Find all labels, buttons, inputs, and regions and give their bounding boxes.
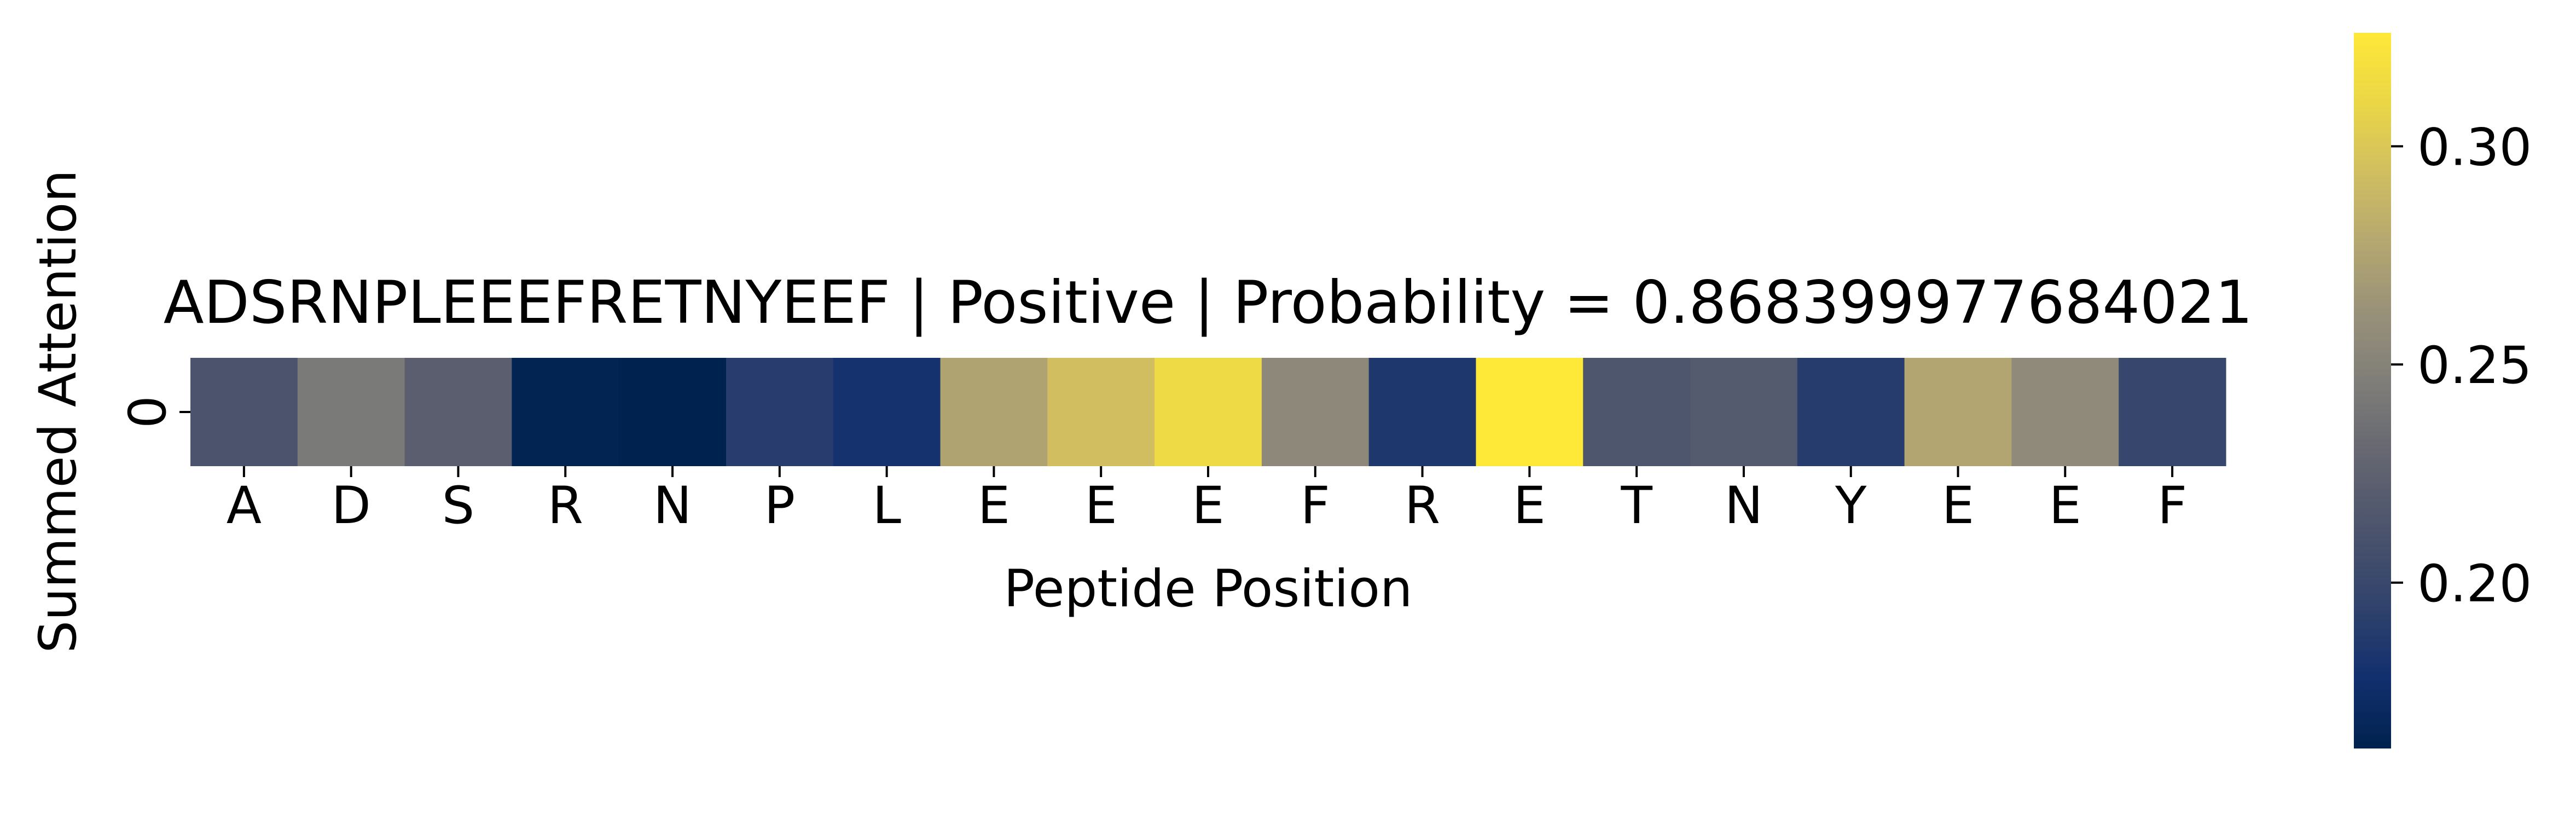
heatmap-cell [404, 358, 512, 466]
heatmap-cell [1368, 358, 1477, 466]
x-tick-label: E [978, 476, 1010, 536]
x-tick-label: S [442, 476, 475, 536]
colorbar [2354, 33, 2391, 748]
x-tick-label: E [1085, 476, 1117, 536]
heatmap-cell [1261, 358, 1370, 466]
x-tick-label: F [2157, 476, 2187, 536]
colorbar-tick-label: 0.25 [2417, 336, 2532, 396]
heatmap-cell [190, 358, 298, 466]
x-tick-label: E [1513, 476, 1546, 536]
chart-title: ADSRNPLEEEFRETNYEEF | Positive | Probabi… [164, 269, 2253, 337]
heatmap-cell [297, 358, 405, 466]
x-tick-label: D [331, 476, 370, 536]
y-axis-label: Summed Attention [28, 170, 88, 653]
x-tick-label: R [548, 476, 583, 536]
heatmap-cell [940, 358, 1048, 466]
heatmap-cell [2011, 358, 2119, 466]
colorbar-tick-label: 0.30 [2417, 118, 2532, 177]
x-axis-label: Peptide Position [1003, 559, 1412, 619]
x-tick-label: N [1725, 476, 1763, 536]
x-tick-label: P [764, 476, 795, 536]
x-tick-label: T [1620, 476, 1652, 536]
x-tick-label: R [1405, 476, 1440, 536]
heatmap-cell [512, 358, 619, 466]
x-tick-label: L [872, 476, 901, 536]
colorbar-ticks: 0.20 0.25 0.30 [2391, 118, 2532, 614]
x-tick-label: E [1942, 476, 1974, 536]
x-tick-label: F [1301, 476, 1330, 536]
heatmap-cell [1476, 358, 1583, 466]
heatmap-cell [1904, 358, 2012, 466]
heatmap-cell [1690, 358, 1798, 466]
heatmap-cell [2119, 358, 2226, 466]
heatmap-cell [726, 358, 834, 466]
heatmap-cell [619, 358, 727, 466]
heatmap-cell [1583, 358, 1691, 466]
y-tick-label: 0 [118, 396, 178, 428]
heatmap-cell [1047, 358, 1155, 466]
heatmap-cell [1797, 358, 1905, 466]
heatmap-cell [1154, 358, 1262, 466]
x-tick-label: E [1192, 476, 1224, 536]
x-tick-label: N [653, 476, 692, 536]
x-tick-label: A [227, 476, 262, 536]
colorbar-tick-label: 0.20 [2417, 554, 2532, 614]
heatmap-cell [833, 358, 941, 466]
x-tick-label: Y [1835, 476, 1867, 536]
y-tick-labels: 0 [118, 396, 190, 428]
x-tick-label: E [2049, 476, 2081, 536]
heatmap-cells [190, 358, 2226, 466]
